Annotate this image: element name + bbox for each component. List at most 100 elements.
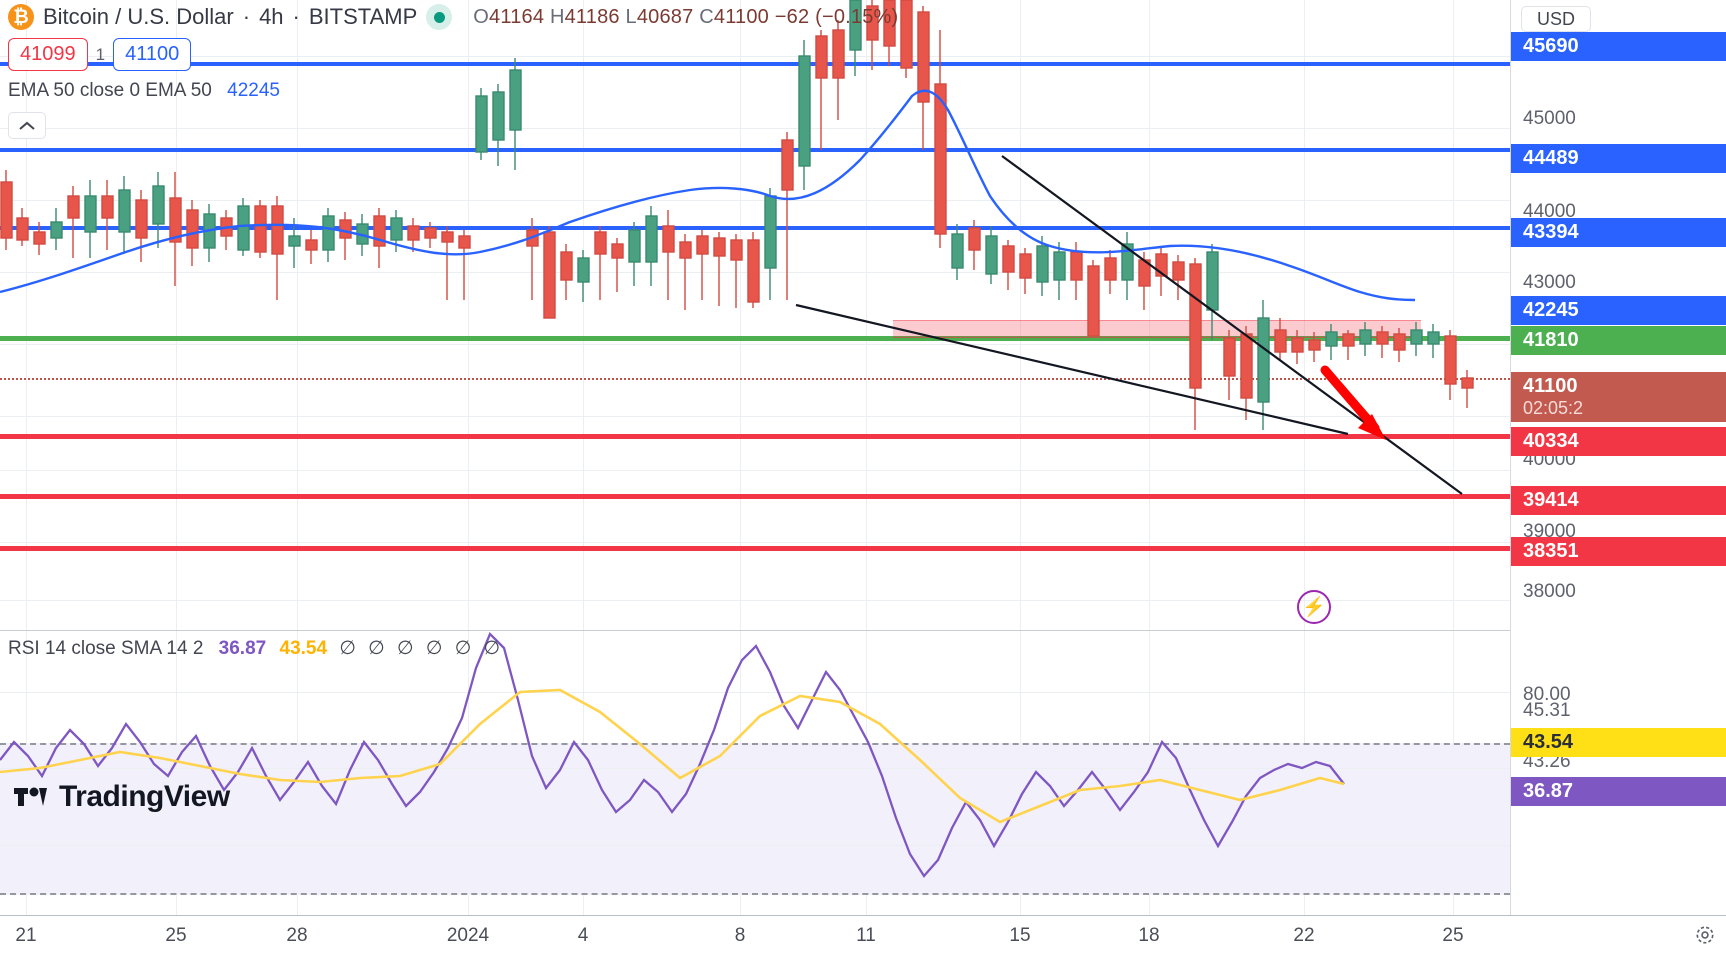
- gridline-h: [0, 344, 1510, 345]
- gridline-v: [297, 0, 298, 915]
- gridline-h: [0, 272, 1510, 273]
- symbol-legend: ₿ Bitcoin / U.S. Dollar · 4h · BITSTAMP …: [8, 4, 898, 30]
- time-tick: 21: [15, 925, 37, 946]
- currency-button[interactable]: USD: [1521, 6, 1591, 32]
- price-tag-43394[interactable]: 43394: [1511, 218, 1726, 247]
- time-tick: 22: [1293, 925, 1315, 946]
- price-tag-45690[interactable]: 45690: [1511, 32, 1726, 61]
- legend-separator: ·: [242, 4, 251, 29]
- lightning-bolt-icon[interactable]: ⚡: [1297, 590, 1331, 624]
- price-tick: 38000: [1523, 581, 1576, 602]
- current-price-tag[interactable]: 41100 02:05:2: [1511, 372, 1726, 422]
- gridline-h: [0, 470, 1510, 471]
- price-chart-plot[interactable]: TradingView ⚡: [0, 0, 1510, 915]
- gridline-h: [0, 600, 1510, 601]
- rsi-legend-title: RSI 14 close SMA 14 2: [8, 638, 204, 659]
- sma-legend-value: 43.54: [279, 638, 328, 659]
- gridline-h-rsi: [0, 692, 1510, 693]
- gridline-v: [176, 0, 177, 915]
- time-tick: 11: [856, 925, 876, 946]
- ohlc-change: −62: [774, 5, 810, 28]
- price-tag-41810[interactable]: 41810: [1511, 326, 1726, 355]
- tradingview-logo-mark: [14, 787, 47, 806]
- rsi-empty-2: ∅: [397, 638, 414, 659]
- price-tick: 43000: [1523, 272, 1576, 293]
- bearish-arrow: [1320, 365, 1386, 440]
- rsi-tick-hidden: 45.31: [1523, 700, 1571, 721]
- price-tag-44489[interactable]: 44489: [1511, 144, 1726, 173]
- ohlc-l-label: L: [625, 5, 637, 28]
- price-tag-42245-ema[interactable]: 42245: [1511, 296, 1726, 325]
- panel-separator: [0, 630, 1510, 631]
- gear-icon[interactable]: [1694, 924, 1716, 946]
- gridline-v: [468, 0, 469, 915]
- rsi-tick-80: 80.00: [1523, 684, 1571, 705]
- market-status-icon[interactable]: [426, 4, 453, 30]
- time-tick-year: 2024: [446, 925, 490, 946]
- price-tick: 45000: [1523, 108, 1576, 129]
- price-tag-38351[interactable]: 38351: [1511, 537, 1726, 566]
- gridline-h: [0, 416, 1510, 417]
- rsi-band: [0, 743, 1510, 895]
- gridline-h: [0, 200, 1510, 201]
- gridline-v: [583, 0, 584, 915]
- gridline-h: [0, 56, 1510, 57]
- price-tag-40334[interactable]: 40334: [1511, 427, 1726, 456]
- tradingview-logo-text: TradingView: [59, 780, 230, 813]
- ohlc-c-label: C: [699, 5, 714, 28]
- rsi-empty-3: ∅: [425, 638, 443, 659]
- interval-label[interactable]: 4h: [259, 4, 284, 29]
- time-tick: 25: [1442, 925, 1464, 946]
- time-tick: 4: [577, 925, 589, 946]
- ohlc-values: O41164 H41186 L40687 C41100 −62 (−0.15%): [473, 6, 898, 29]
- bar-countdown: 02:05:2: [1523, 398, 1584, 418]
- ask-price-pill[interactable]: 41100: [113, 38, 192, 71]
- gridline-h: [0, 128, 1510, 129]
- ohlc-o-label: O: [473, 5, 490, 28]
- ohlc-o-value: 41164: [489, 5, 545, 28]
- rsi-empty-0: ∅: [339, 638, 356, 659]
- price-tag-39414[interactable]: 39414: [1511, 486, 1726, 515]
- rsi-legend[interactable]: RSI 14 close SMA 14 2 36.87 43.54 ∅ ∅ ∅ …: [8, 637, 500, 660]
- rsi-empty-5: ∅: [483, 638, 501, 659]
- bid-ask-row: 41099 1 41100: [8, 38, 192, 71]
- time-tick: 8: [734, 925, 746, 946]
- gridline-v: [866, 0, 867, 915]
- resistance-line-45690[interactable]: [0, 62, 1510, 66]
- resistance-line-44489[interactable]: [0, 148, 1510, 152]
- exchange-label[interactable]: BITSTAMP: [308, 4, 418, 29]
- ema-legend[interactable]: EMA 50 close 0 EMA 50 42245: [8, 80, 280, 102]
- support-line-39414[interactable]: [0, 494, 1510, 499]
- time-axis[interactable]: 21 25 28 2024 4 8 11 15 18 22 25: [0, 915, 1726, 953]
- rsi-empty-4: ∅: [454, 638, 472, 659]
- tradingview-logo: TradingView: [14, 780, 230, 814]
- gridline-h-rsi: [0, 845, 1510, 846]
- current-price-value: 41100: [1523, 375, 1578, 397]
- ohlc-h-label: H: [549, 5, 565, 28]
- current-price-line: [0, 378, 1510, 380]
- gridline-h: [0, 542, 1510, 543]
- ohlc-c-value: 41100: [713, 5, 770, 28]
- rsi-value-tag[interactable]: 36.87: [1511, 777, 1726, 806]
- ema-50-line: [0, 89, 1416, 302]
- price-axis[interactable]: USD 46000 45000 44000 43000 42000 40000 …: [1510, 0, 1726, 915]
- resistance-line-43394[interactable]: [0, 226, 1510, 230]
- gridline-v: [26, 0, 27, 915]
- sma-value-tag[interactable]: 43.54: [1511, 728, 1726, 757]
- price-tick: 44000: [1523, 201, 1576, 222]
- gridline-v: [740, 0, 741, 915]
- symbol-name[interactable]: Bitcoin / U.S. Dollar: [43, 4, 234, 29]
- bid-price-pill[interactable]: 41099: [8, 38, 88, 71]
- ema-legend-value: 42245: [227, 80, 280, 101]
- supply-zone-box[interactable]: [893, 320, 1421, 338]
- collapse-pane-button[interactable]: [8, 112, 46, 139]
- support-line-38351[interactable]: [0, 546, 1510, 551]
- ohlc-h-value: 41186: [564, 5, 620, 28]
- legend-separator: ·: [292, 4, 300, 29]
- time-tick: 18: [1138, 925, 1160, 946]
- support-line-41810[interactable]: [0, 336, 1510, 341]
- support-line-40334[interactable]: [0, 434, 1510, 439]
- bitcoin-icon: ₿: [8, 4, 34, 30]
- chevron-up-icon: [19, 121, 35, 130]
